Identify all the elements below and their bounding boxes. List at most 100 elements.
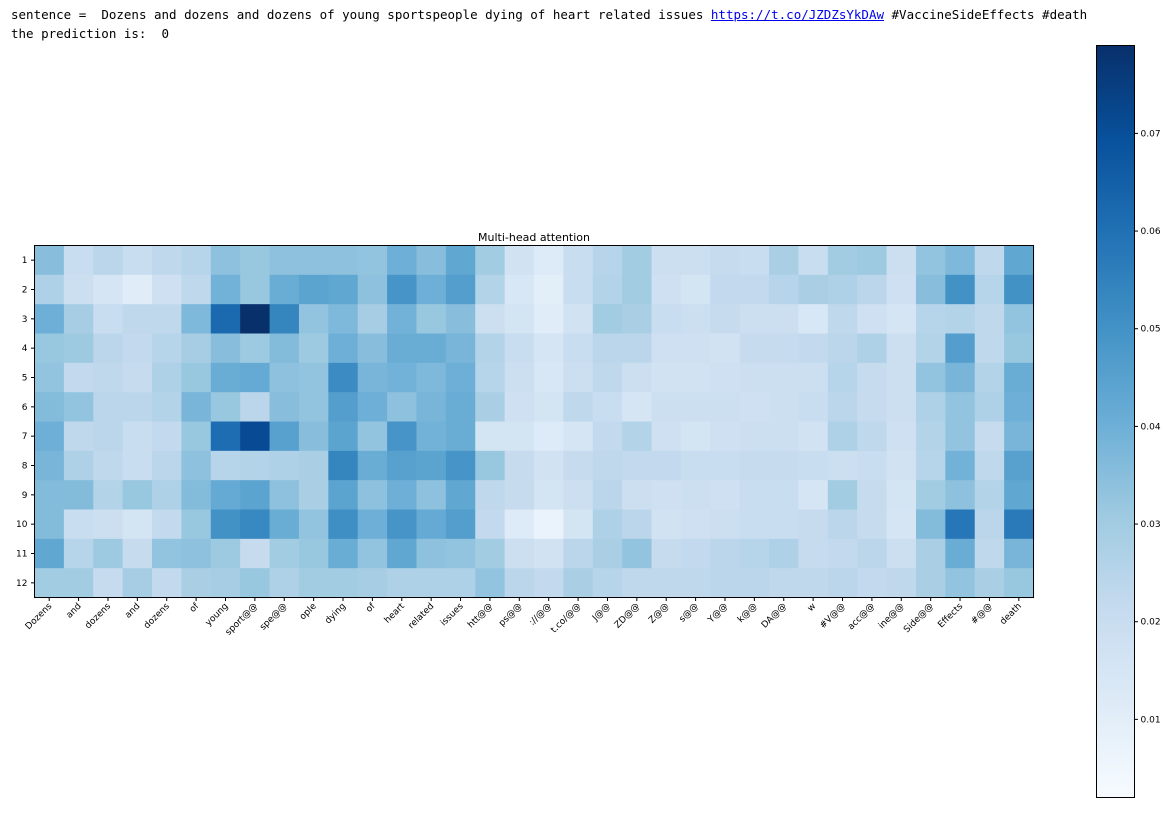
colorbar	[1096, 45, 1135, 798]
heatmap-cell	[269, 450, 300, 481]
heatmap-cell	[93, 509, 124, 540]
heatmap-cell	[622, 245, 653, 276]
heatmap-cell	[915, 421, 946, 452]
heatmap-cell	[63, 480, 94, 511]
heatmap-cell	[915, 362, 946, 393]
heatmap-cell	[769, 333, 800, 364]
heatmap-cell	[592, 568, 623, 599]
heatmap-cell	[1004, 274, 1035, 305]
heatmap-cell	[240, 304, 271, 335]
heatmap-cell	[93, 421, 124, 452]
heatmap-cell	[827, 509, 858, 540]
heatmap-cell	[739, 538, 770, 569]
heatmap-cell	[328, 538, 359, 569]
heatmap-cell	[240, 480, 271, 511]
heatmap-cell	[387, 421, 418, 452]
heatmap-cell	[1004, 421, 1035, 452]
y-tick-label: 2	[22, 286, 28, 296]
heatmap-cell	[769, 392, 800, 423]
heatmap-cell	[504, 568, 535, 599]
heatmap-cell	[857, 509, 888, 540]
heatmap-cell	[739, 333, 770, 364]
heatmap-cell	[680, 333, 711, 364]
heatmap-cell	[387, 362, 418, 393]
x-tick-label: related	[407, 602, 437, 632]
heatmap-cell	[269, 274, 300, 305]
heatmap-cell	[240, 568, 271, 599]
y-tick-label: 5	[22, 374, 28, 384]
heatmap-cell	[210, 538, 241, 569]
heatmap-cell	[357, 333, 388, 364]
heatmap-cell	[475, 274, 506, 305]
heatmap-cell	[974, 392, 1005, 423]
heatmap-cell	[298, 421, 329, 452]
heatmap-frame	[34, 245, 1034, 598]
heatmap-cell	[710, 245, 741, 276]
heatmap-cell	[504, 421, 535, 452]
heatmap-cell	[298, 480, 329, 511]
heatmap-cell	[827, 450, 858, 481]
heatmap-cell	[475, 245, 506, 276]
heatmap-cell	[769, 245, 800, 276]
heatmap-cell	[475, 568, 506, 599]
heatmap-cell	[210, 333, 241, 364]
heatmap-cell	[445, 421, 476, 452]
heatmap-cell	[886, 392, 917, 423]
heatmap-cell	[534, 392, 564, 423]
heatmap-cell	[63, 421, 94, 452]
chart-title: Multi-head attention	[478, 231, 590, 244]
heatmap-cell	[328, 480, 359, 511]
heatmap-cell	[445, 245, 476, 276]
heatmap-cell	[592, 538, 623, 569]
y-tick-label: 12	[16, 579, 27, 589]
heatmap-cell	[269, 480, 300, 511]
heatmap-cell	[93, 362, 124, 393]
heatmap-cell	[269, 421, 300, 452]
heatmap-cell	[592, 245, 623, 276]
heatmap-cell	[798, 421, 829, 452]
heatmap-cell	[563, 509, 594, 540]
colorbar-tick-label: 0.01	[1141, 715, 1161, 725]
heatmap-cell	[152, 568, 183, 599]
heatmap-cell	[651, 304, 682, 335]
x-tick-label: w	[806, 602, 818, 614]
heatmap-cell	[445, 362, 476, 393]
heatmap-cell	[181, 538, 212, 569]
heatmap-cell	[269, 392, 300, 423]
heatmap-cell	[357, 509, 388, 540]
heatmap-cell	[269, 304, 300, 335]
heatmap-cell	[622, 421, 653, 452]
heatmap-cell	[563, 480, 594, 511]
heatmap-cell	[93, 333, 124, 364]
heatmap-cell	[710, 333, 741, 364]
heatmap-cell	[769, 274, 800, 305]
x-tick-label: #V@@	[818, 602, 847, 631]
heatmap-cell	[298, 509, 329, 540]
heatmap-cell	[445, 538, 476, 569]
x-tick-label: dying	[323, 602, 348, 627]
heatmap-cell	[827, 245, 858, 276]
heatmap-cell	[534, 274, 564, 305]
heatmap-cell	[739, 568, 770, 599]
heatmap-cell	[181, 245, 212, 276]
heatmap-cell	[416, 274, 447, 305]
heatmap-cell	[504, 450, 535, 481]
heatmap-cell	[445, 333, 476, 364]
heatmap-cell	[387, 538, 418, 569]
heatmap-cell	[651, 362, 682, 393]
heatmap-cell	[769, 568, 800, 599]
heatmap-cell	[416, 538, 447, 569]
heatmap-cell	[857, 392, 888, 423]
heatmap-cell	[152, 509, 183, 540]
colorbar-tick-label: 0.03	[1141, 520, 1161, 530]
x-tick-label: ://@@	[528, 602, 554, 628]
heatmap-cell	[1004, 304, 1035, 335]
heatmap-cell	[534, 333, 564, 364]
heatmap-cell	[416, 333, 447, 364]
tweet-link[interactable]: https://t.co/JZDZsYkDAw	[710, 7, 884, 22]
heatmap-cell	[798, 274, 829, 305]
heatmap-cell	[298, 538, 329, 569]
heatmap-cell	[622, 538, 653, 569]
heatmap-cell	[680, 421, 711, 452]
heatmap-cell	[563, 274, 594, 305]
